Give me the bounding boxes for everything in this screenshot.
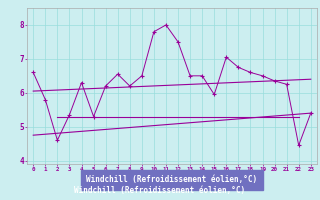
Text: Windchill (Refroidissement éolien,°C): Windchill (Refroidissement éolien,°C) [75, 186, 245, 196]
X-axis label: Windchill (Refroidissement éolien,°C): Windchill (Refroidissement éolien,°C) [86, 175, 258, 184]
